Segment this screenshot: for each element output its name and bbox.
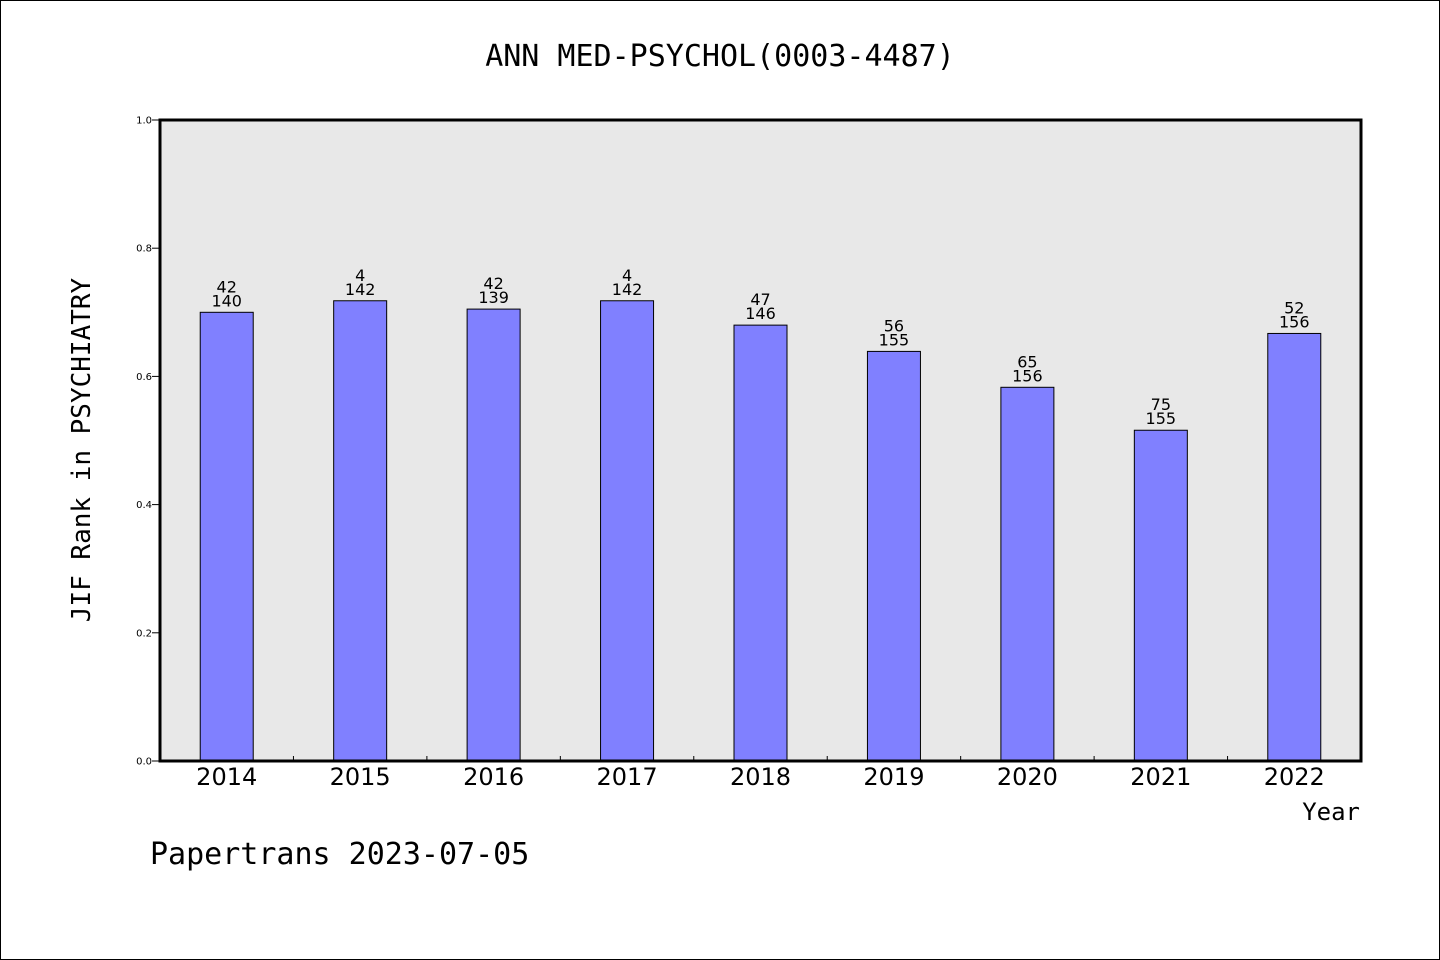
bar-label-total: 140 (211, 291, 242, 310)
x-tick-label: 2019 (863, 763, 924, 791)
y-axis-label: JIF Rank in PSYCHIATRY (67, 277, 97, 622)
y-tick-label: 0.2 (136, 628, 152, 639)
y-tick-label: 0.6 (136, 372, 152, 383)
x-axis-label: Year (1302, 798, 1360, 826)
y-axis-ticks: 0.0 0.2 0.4 0.6 0.8 1.0 (136, 116, 160, 768)
y-tick-label: 0.0 (136, 757, 152, 768)
bar-label-total: 156 (1012, 366, 1043, 385)
y-tick-label: 1.0 (136, 116, 152, 127)
x-tick-label: 2015 (330, 763, 391, 791)
bar-2021 (1133, 429, 1188, 762)
x-axis-ticks: 2014 2015 2016 2017 2018 2019 2020 2021 2022 (196, 756, 1325, 791)
x-tick-label: 2020 (997, 763, 1058, 791)
bar-label-total: 156 (1279, 312, 1310, 331)
bar-2014 (199, 311, 254, 762)
bar-label-total: 146 (745, 304, 776, 323)
chart-title: ANN MED-PSYCHOL(0003-4487) (485, 39, 955, 74)
bar-2020 (1000, 386, 1055, 762)
x-tick-label: 2016 (463, 763, 524, 791)
bar-2018 (733, 324, 788, 762)
bar-label-total: 155 (1146, 409, 1177, 428)
bar-label-total: 139 (478, 288, 509, 307)
x-tick-label: 2014 (196, 763, 257, 791)
y-tick-label: 0.4 (136, 500, 152, 511)
bar-label-rank: 65 (1017, 352, 1037, 371)
bar-label-rank: 47 (750, 290, 770, 309)
y-tick-label: 0.8 (136, 244, 152, 255)
bar-label-rank: 75 (1151, 395, 1171, 414)
bar-2015 (333, 300, 388, 762)
bar-2017 (600, 300, 655, 762)
bar-2019 (866, 350, 921, 762)
bar-label-total: 142 (345, 280, 376, 299)
bar-label-rank: 4 (355, 266, 365, 285)
bar-label-total: 142 (612, 280, 643, 299)
bar-2022 (1267, 332, 1322, 762)
bar-label-rank: 42 (217, 277, 237, 296)
bar-label-rank: 4 (622, 266, 632, 285)
x-tick-label: 2018 (730, 763, 791, 791)
x-tick-label: 2017 (597, 763, 658, 791)
bar-label-rank: 52 (1284, 298, 1304, 317)
x-tick-label: 2021 (1130, 763, 1191, 791)
plot-border (158, 118, 1363, 763)
bar-label-rank: 42 (483, 274, 503, 293)
bar-label-total: 155 (879, 330, 910, 349)
x-tick-label: 2022 (1264, 763, 1325, 791)
bar-2016 (466, 308, 521, 762)
bar-label-rank: 56 (884, 316, 904, 335)
footer-stamp: Papertrans 2023-07-05 (150, 837, 529, 872)
bars (199, 300, 1322, 762)
